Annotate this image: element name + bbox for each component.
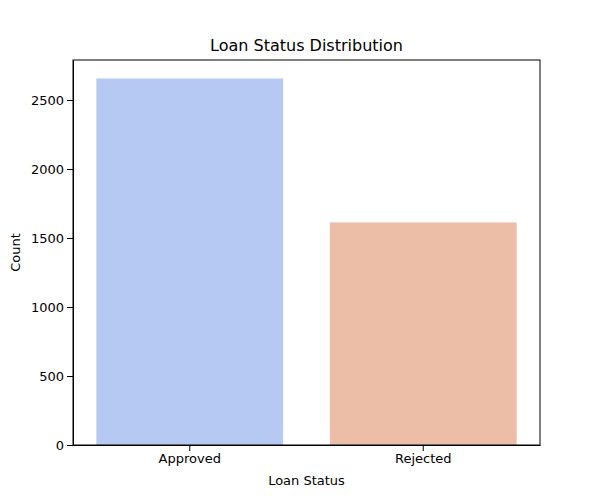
y-tick-mark (67, 307, 73, 308)
y-tick-label: 2500 (31, 93, 64, 108)
x-tick: Approved (159, 445, 221, 466)
x-axis-line (74, 445, 541, 446)
y-tick-label: 0 (56, 438, 64, 453)
x-tick: Rejected (395, 445, 452, 466)
y-tick-label: 1000 (31, 300, 64, 315)
y-tick: 500 (39, 369, 73, 384)
bar (330, 222, 517, 445)
y-tick-mark (67, 238, 73, 239)
y-tick-mark (67, 445, 73, 446)
x-tick-mark (189, 445, 190, 451)
y-tick-mark (67, 100, 73, 101)
y-tick: 1000 (31, 300, 73, 315)
x-tick-label: Rejected (395, 451, 452, 466)
bars (96, 78, 516, 445)
y-tick-label: 2000 (31, 162, 64, 177)
plot-area: 0 500 1000 1500 2000 2500 Approved Rejected (31, 60, 541, 466)
y-tick-label: 500 (39, 369, 64, 384)
y-axis: 0 500 1000 1500 2000 2500 (31, 61, 74, 453)
x-tick-mark (423, 445, 424, 451)
bar (96, 78, 283, 445)
x-axis: Approved Rejected (74, 445, 541, 466)
y-tick-mark (67, 169, 73, 170)
y-tick-mark (67, 376, 73, 377)
y-tick: 2000 (31, 162, 73, 177)
chart: 0 500 1000 1500 2000 2500 Approved Rejected Loan… (0, 0, 600, 500)
x-tick-label: Approved (159, 451, 221, 466)
frame (73, 60, 540, 445)
y-axis-line (73, 61, 74, 446)
title: Loan Status Distribution (210, 36, 403, 55)
y-tick: 1500 (31, 231, 73, 246)
y-tick: 2500 (31, 93, 73, 108)
y-tick: 0 (56, 438, 73, 453)
y-axis-title: Count (8, 233, 23, 272)
y-tick-label: 1500 (31, 231, 64, 246)
x-axis-title: Loan Status (268, 473, 345, 488)
